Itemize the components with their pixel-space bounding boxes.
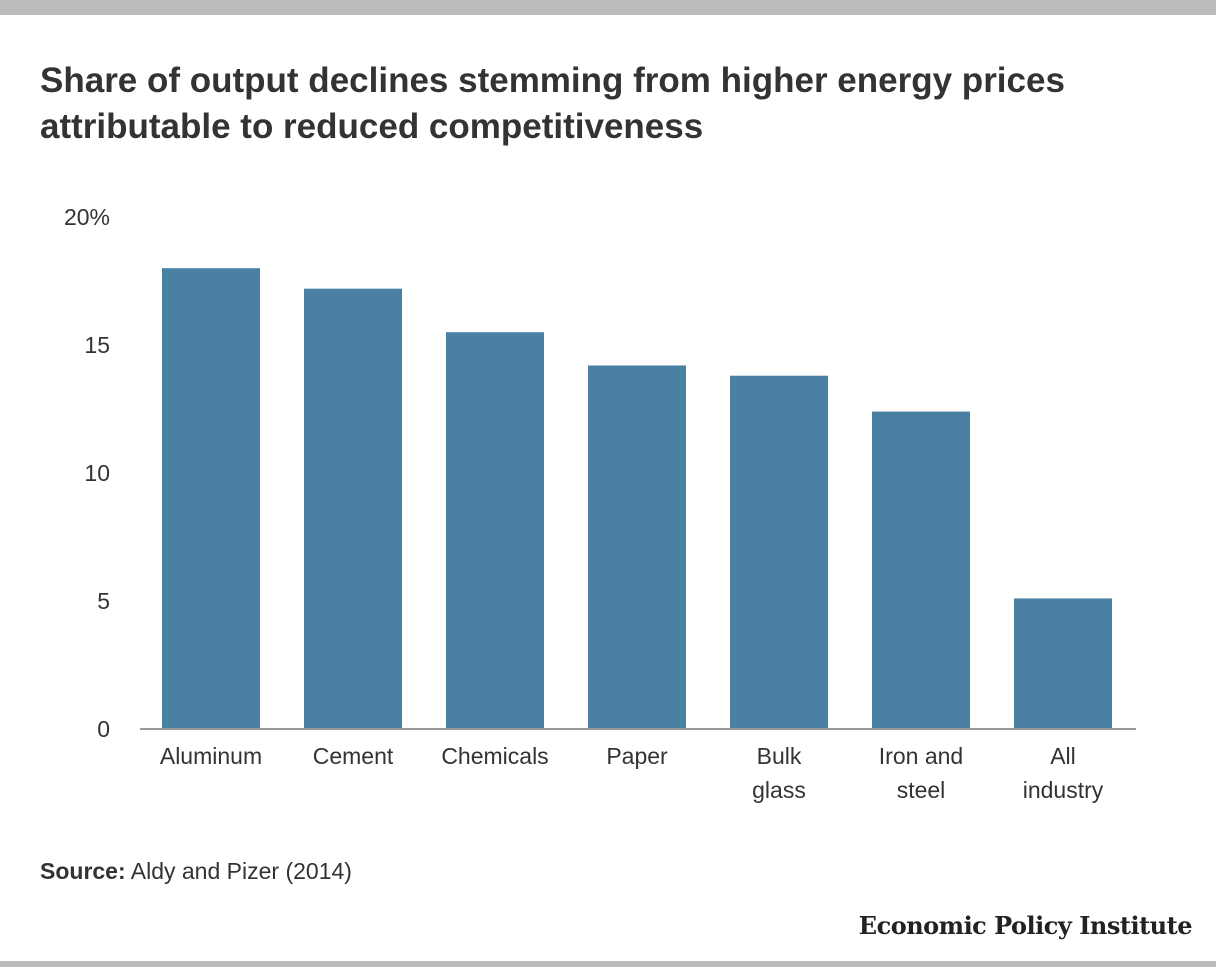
x-category-label: All industry bbox=[1023, 743, 1104, 803]
y-tick-label: 10 bbox=[84, 460, 110, 486]
bar bbox=[1014, 598, 1112, 729]
x-category-label-line: Chemicals bbox=[441, 743, 548, 769]
x-category-label: Cement bbox=[313, 743, 394, 769]
source-note: Source: Aldy and Pizer (2014) bbox=[40, 858, 352, 885]
x-category-label: Iron and steel bbox=[879, 743, 963, 803]
y-tick-label: 20% bbox=[64, 204, 110, 230]
bar bbox=[304, 288, 402, 729]
x-category-label: Aluminum bbox=[160, 743, 262, 769]
x-category-label: Bulk glass bbox=[752, 743, 806, 803]
bars bbox=[162, 268, 1112, 729]
top-rule bbox=[0, 0, 1216, 15]
x-category-label-line: Aluminum bbox=[160, 743, 262, 769]
x-category-label: Paper bbox=[606, 743, 668, 769]
bar bbox=[872, 411, 970, 729]
bar bbox=[588, 365, 686, 729]
epi-logo: Economic Policy Institute bbox=[858, 911, 1193, 940]
y-tick-label: 15 bbox=[84, 332, 110, 358]
bar bbox=[730, 375, 828, 729]
y-tick-label: 5 bbox=[97, 588, 110, 614]
x-category-label-line: Paper bbox=[606, 743, 668, 769]
x-category-label-line: Bulk bbox=[757, 743, 802, 769]
x-category-label-line: All bbox=[1050, 743, 1076, 769]
bar bbox=[162, 268, 260, 729]
bar bbox=[446, 332, 544, 729]
x-category-label-line: industry bbox=[1023, 777, 1104, 803]
bar-chart: 0 5 10 15 20% Aluminum Cement Chemicals Paper Bu… bbox=[64, 204, 1136, 803]
source-label: Source: bbox=[40, 858, 126, 884]
bottom-rule bbox=[0, 961, 1216, 967]
x-category-label-line: glass bbox=[752, 777, 806, 803]
x-category-label-line: Iron and bbox=[879, 743, 963, 769]
x-category-label-line: Cement bbox=[313, 743, 394, 769]
source-text: Aldy and Pizer (2014) bbox=[125, 858, 352, 884]
x-axis-labels: Aluminum Cement Chemicals Paper Bulk glass Iro… bbox=[160, 743, 1104, 803]
y-axis-ticks: 0 5 10 15 20% bbox=[64, 204, 110, 742]
y-tick-label: 0 bbox=[97, 716, 110, 742]
x-category-label: Chemicals bbox=[441, 743, 548, 769]
x-category-label-line: steel bbox=[897, 777, 946, 803]
chart-title: Share of output declines stemming from h… bbox=[40, 61, 1065, 146]
